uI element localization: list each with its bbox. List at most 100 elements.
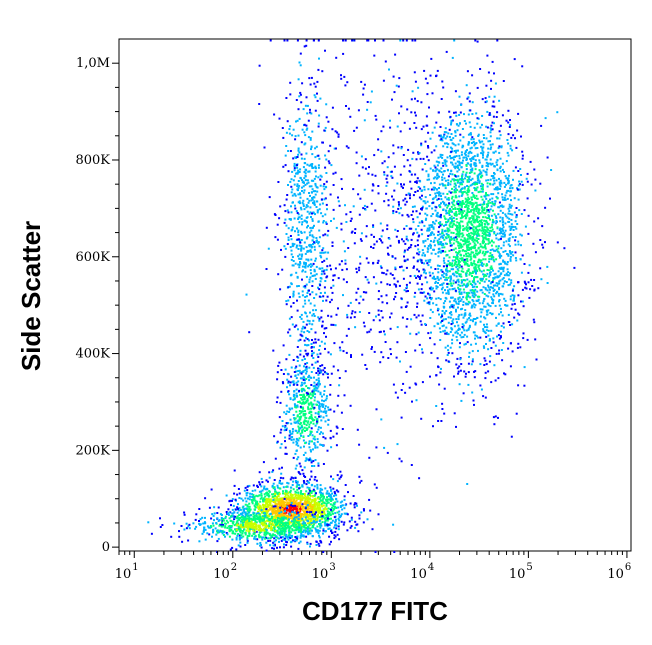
event-dot (466, 238, 469, 241)
event-dot (466, 209, 469, 212)
event-dot (240, 534, 243, 537)
event-dot (487, 165, 490, 168)
event-dot (300, 394, 303, 396)
event-dot (306, 226, 308, 229)
event-dot (238, 534, 241, 537)
event-dot (242, 530, 244, 533)
event-dot (498, 304, 501, 307)
event-dot (212, 530, 215, 533)
event-dot (314, 257, 317, 260)
event-dot (321, 515, 324, 518)
event-dot (267, 480, 269, 483)
event-dot (243, 489, 246, 492)
event-dot (298, 257, 301, 260)
event-dot (264, 488, 267, 491)
event-dot (498, 349, 501, 352)
event-dot (257, 506, 260, 509)
event-dot (329, 436, 332, 439)
event-dot (314, 527, 317, 530)
event-dot (515, 259, 518, 262)
event-dot (313, 224, 315, 227)
event-dot (272, 482, 275, 485)
event-dot (288, 528, 291, 531)
event-dot (271, 529, 274, 532)
event-dot (306, 527, 309, 530)
event-dot (451, 265, 454, 268)
event-dot (315, 237, 318, 239)
event-dot (235, 536, 238, 539)
event-dot (302, 191, 305, 194)
event-dot (468, 92, 471, 95)
event-dot (308, 442, 311, 445)
event-dot (288, 512, 291, 515)
event-dot (457, 297, 460, 300)
event-dot (244, 523, 247, 525)
event-dot (445, 232, 448, 235)
event-dot (318, 516, 321, 519)
event-dot (312, 179, 315, 182)
event-dot (420, 274, 423, 277)
event-dot (461, 216, 464, 219)
event-dot (415, 126, 418, 129)
event-dot (443, 177, 446, 180)
event-dot (478, 228, 481, 231)
event-dot (260, 544, 262, 546)
event-dot (304, 270, 307, 273)
event-dot (271, 485, 274, 488)
event-dot (324, 347, 326, 350)
event-dot (283, 513, 286, 516)
event-dot (486, 54, 489, 57)
event-dot (480, 311, 483, 314)
event-dot (333, 490, 336, 493)
event-dot (461, 128, 464, 130)
event-dot (462, 316, 465, 319)
event-dot (320, 371, 323, 374)
event-dot (457, 280, 460, 283)
event-dot (416, 216, 419, 219)
event-dot (282, 546, 285, 549)
event-dot (227, 512, 229, 515)
event-dot (272, 498, 275, 501)
event-dot (283, 245, 286, 248)
event-dot (251, 500, 254, 503)
event-dot (204, 516, 206, 519)
event-dot (299, 494, 302, 497)
event-dot (485, 209, 488, 211)
event-dot (317, 411, 320, 413)
event-dot (509, 283, 512, 286)
event-dot (293, 183, 296, 186)
event-dot (416, 282, 419, 285)
event-dot (290, 513, 293, 516)
event-dot (300, 490, 303, 492)
event-dot (297, 422, 300, 425)
event-dot (486, 231, 489, 234)
event-dot (485, 137, 488, 140)
event-dot (287, 526, 290, 529)
event-dot (263, 514, 266, 517)
event-dot (301, 294, 304, 297)
event-dot (295, 539, 298, 542)
event-dot (462, 336, 465, 338)
event-dot (456, 357, 459, 360)
event-dot (336, 474, 339, 477)
event-dot (285, 533, 288, 536)
event-dot (544, 206, 547, 209)
event-dot (291, 430, 294, 433)
event-dot (242, 499, 245, 502)
event-dot (495, 161, 498, 164)
event-dot (338, 538, 341, 541)
event-dot (488, 260, 491, 263)
event-dot (475, 239, 478, 242)
event-dot (226, 526, 229, 529)
event-dot (295, 481, 298, 484)
event-dot (259, 542, 262, 544)
event-dot (326, 234, 329, 237)
event-dot (314, 513, 316, 516)
event-dot (318, 236, 321, 239)
event-dot (550, 169, 553, 171)
event-dot (483, 305, 486, 308)
event-dot (301, 503, 304, 506)
event-dot (261, 508, 264, 511)
event-dot (501, 168, 504, 171)
event-dot (250, 499, 253, 501)
